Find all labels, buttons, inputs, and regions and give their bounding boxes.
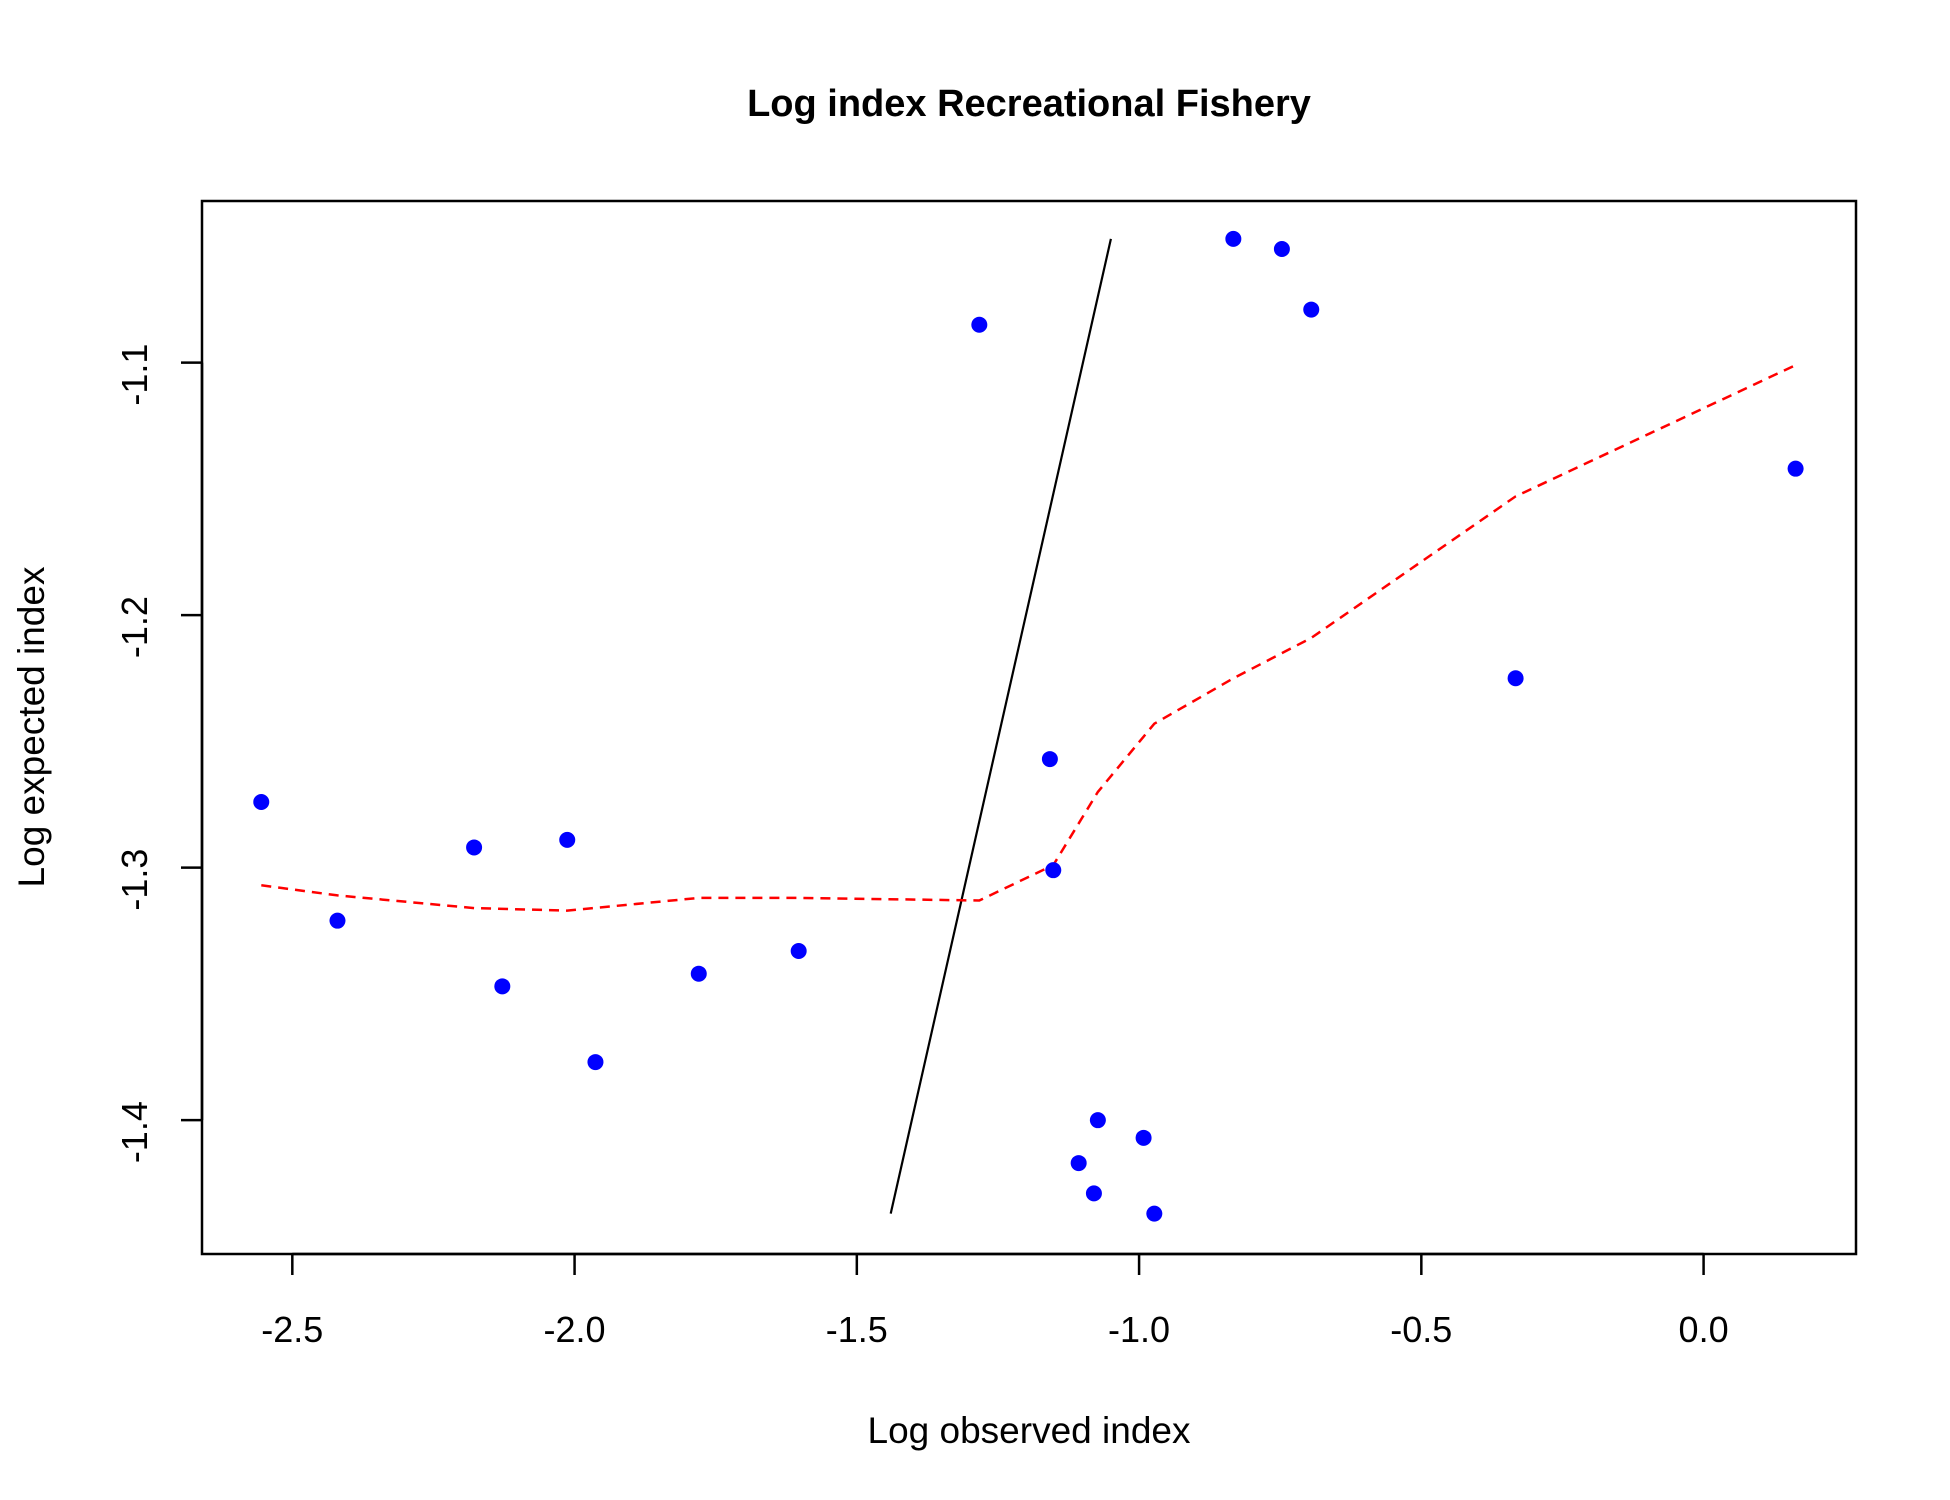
data-point xyxy=(971,316,988,333)
data-point xyxy=(1085,1185,1102,1202)
series-lines xyxy=(261,238,1797,1214)
x-axis-title: Log observed index xyxy=(868,1410,1191,1451)
data-point xyxy=(559,831,576,848)
data-point xyxy=(1303,301,1320,318)
data-point xyxy=(253,793,270,810)
x-tick-label: -2.5 xyxy=(261,1309,323,1350)
data-point xyxy=(1045,862,1062,879)
reference-line xyxy=(889,238,1112,1214)
x-tick-label: -1.5 xyxy=(826,1309,888,1350)
y-tick-label: -1.4 xyxy=(114,1101,155,1163)
y-tick-label: -1.1 xyxy=(114,344,155,406)
smoother-line xyxy=(261,363,1797,912)
data-point xyxy=(494,978,511,995)
data-point xyxy=(1507,670,1524,687)
data-point xyxy=(690,965,707,982)
data-point xyxy=(790,942,807,959)
x-tick-label: -1.0 xyxy=(1108,1309,1170,1350)
data-point xyxy=(1135,1129,1152,1146)
data-point xyxy=(1041,751,1058,768)
y-axis-title: Log expected index xyxy=(11,566,52,887)
data-point xyxy=(1146,1205,1163,1222)
data-points xyxy=(253,230,1804,1222)
data-point xyxy=(1787,460,1804,477)
y-tick-label: -1.2 xyxy=(114,596,155,658)
chart-title: Log index Recreational Fishery xyxy=(747,83,1311,125)
data-point xyxy=(329,912,346,929)
y-tick-label: -1.3 xyxy=(114,849,155,911)
data-point xyxy=(466,839,483,856)
data-point xyxy=(587,1054,604,1071)
x-axis: -2.5 -2.0 -1.5 -1.0 -0.5 0.0 xyxy=(261,1252,1729,1350)
data-point xyxy=(1225,230,1242,247)
data-point xyxy=(1070,1155,1087,1172)
data-point xyxy=(1273,240,1290,257)
data-point xyxy=(1089,1112,1106,1129)
x-tick-label: 0.0 xyxy=(1679,1309,1729,1350)
x-tick-label: -2.0 xyxy=(544,1309,606,1350)
x-tick-label: -0.5 xyxy=(1390,1309,1452,1350)
y-axis: -1.1 -1.2 -1.3 -1.4 xyxy=(114,344,204,1163)
